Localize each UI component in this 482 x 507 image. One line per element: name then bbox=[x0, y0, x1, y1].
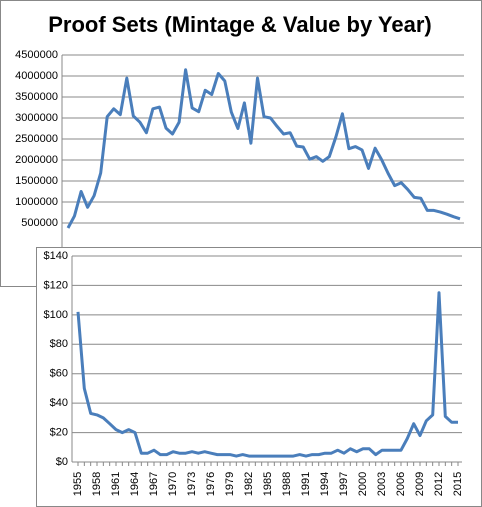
x-tick-label: 2006 bbox=[395, 472, 407, 496]
y-tick-label: $100 bbox=[44, 309, 68, 321]
y-tick-label: $20 bbox=[50, 426, 68, 438]
x-tick-label: 1976 bbox=[205, 472, 217, 496]
y-tick-label: 1000000 bbox=[15, 196, 58, 208]
x-tick-label: 1991 bbox=[300, 472, 312, 496]
x-tick-label: 2009 bbox=[414, 472, 426, 496]
y-tick-label: $0 bbox=[56, 456, 68, 468]
x-tick-label: 2015 bbox=[452, 472, 464, 496]
bottom-chart-frame bbox=[36, 247, 482, 507]
x-tick-label: 1979 bbox=[224, 472, 236, 496]
x-tick-label: 1985 bbox=[262, 472, 274, 496]
x-tick-label: 2003 bbox=[376, 472, 388, 496]
y-tick-label: $80 bbox=[50, 338, 68, 350]
x-tick-label: 2012 bbox=[433, 472, 445, 496]
x-tick-label: 1967 bbox=[148, 472, 160, 496]
y-tick-label: 2500000 bbox=[15, 133, 58, 145]
y-tick-label: $140 bbox=[44, 250, 68, 262]
y-tick-label: $120 bbox=[44, 279, 68, 291]
x-tick-label: 1958 bbox=[91, 472, 103, 496]
x-tick-label: 1964 bbox=[129, 472, 141, 496]
chart-title: Proof Sets (Mintage & Value by Year) bbox=[48, 12, 432, 37]
x-tick-label: 1961 bbox=[110, 472, 122, 496]
top-plot: 500000 1000000 1500000 2000000 2500000 300000… bbox=[15, 49, 464, 247]
x-tick-label: 1955 bbox=[72, 472, 84, 496]
x-tick-label: 1970 bbox=[167, 472, 179, 496]
y-tick-label: 1500000 bbox=[15, 175, 58, 187]
y-tick-label: $60 bbox=[50, 368, 68, 380]
x-tick-label: 2000 bbox=[357, 472, 369, 496]
y-tick-label: 4000000 bbox=[15, 70, 58, 82]
y-tick-label: $40 bbox=[50, 397, 68, 409]
y-tick-label: 3000000 bbox=[15, 112, 58, 124]
y-tick-label: 500000 bbox=[21, 217, 58, 229]
bottom-plot: $0 $20 $40 $60 $80 $100 $120 $140 1955 1958 1961 19… bbox=[44, 250, 464, 496]
y-tick-label: 3500000 bbox=[15, 91, 58, 103]
x-tick-label: 1994 bbox=[319, 472, 331, 496]
top-chart-frame bbox=[0, 0, 482, 287]
x-tick-label: 1997 bbox=[338, 472, 350, 496]
x-tick-label: 1973 bbox=[186, 472, 198, 496]
x-tick-label: 1988 bbox=[281, 472, 293, 496]
data-line bbox=[66, 68, 461, 229]
x-tick-label: 1982 bbox=[243, 472, 255, 496]
data-line bbox=[76, 291, 458, 458]
y-tick-label: 2000000 bbox=[15, 154, 58, 166]
y-tick-label: 4500000 bbox=[15, 49, 58, 61]
